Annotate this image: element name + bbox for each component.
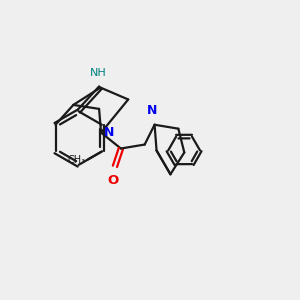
Text: N: N [104,126,114,139]
Text: N: N [146,104,157,117]
Text: NH: NH [90,68,107,78]
Text: CH₃: CH₃ [68,155,86,165]
Text: O: O [107,174,118,187]
